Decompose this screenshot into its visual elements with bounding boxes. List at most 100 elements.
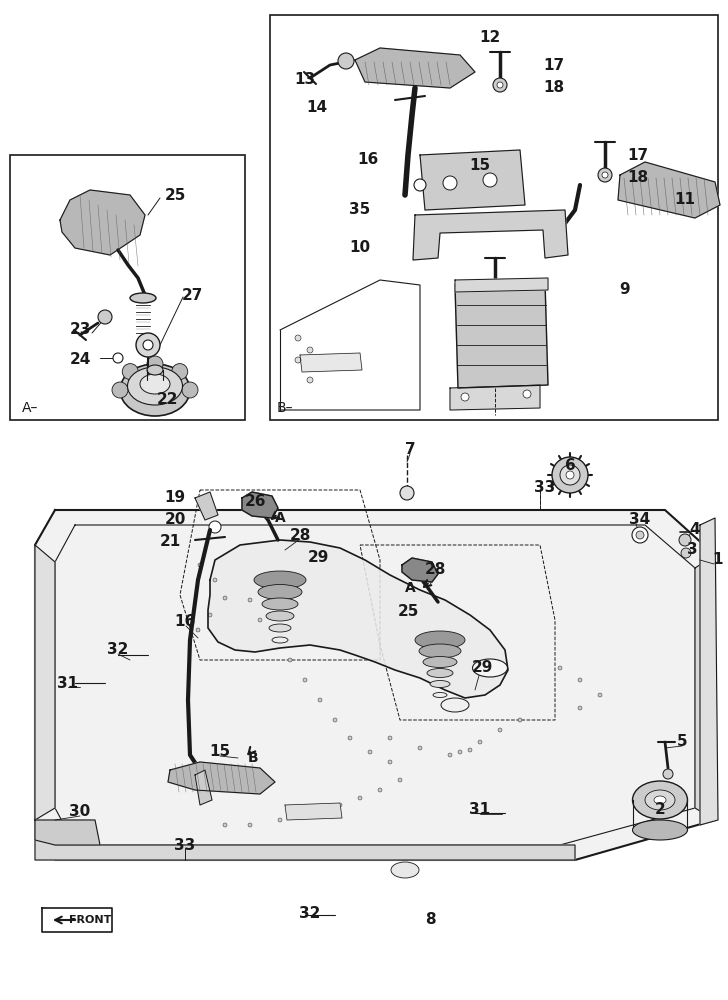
Circle shape [478,740,482,744]
Ellipse shape [441,698,469,712]
Circle shape [308,810,312,814]
Text: 31: 31 [58,676,79,690]
Polygon shape [355,48,475,88]
Ellipse shape [430,680,450,688]
Circle shape [523,390,531,398]
Text: 20: 20 [165,512,186,528]
Text: 24: 24 [69,353,91,367]
Circle shape [338,803,342,807]
Text: A: A [405,581,416,595]
Text: 6: 6 [565,458,575,473]
Circle shape [258,618,262,622]
Circle shape [493,78,507,92]
Polygon shape [300,353,362,372]
Text: 11: 11 [675,192,695,208]
Text: 27: 27 [181,288,202,302]
Text: 23: 23 [69,322,91,338]
Text: 28: 28 [424,562,446,578]
Circle shape [333,718,337,722]
Circle shape [388,760,392,764]
Ellipse shape [423,656,457,668]
Polygon shape [700,518,718,825]
Ellipse shape [472,659,507,677]
Text: 21: 21 [159,534,181,550]
Circle shape [295,357,301,363]
Circle shape [223,596,227,600]
Polygon shape [208,540,508,698]
Text: 15: 15 [210,744,231,760]
Circle shape [209,521,221,533]
Circle shape [552,457,588,493]
Circle shape [378,788,382,792]
Circle shape [578,678,582,682]
Ellipse shape [258,584,302,599]
Circle shape [288,658,292,662]
Ellipse shape [427,668,453,678]
Circle shape [636,531,644,539]
Circle shape [307,377,313,383]
Circle shape [598,693,602,697]
Text: 33: 33 [175,838,196,852]
Circle shape [307,347,313,353]
Text: 29: 29 [307,550,328,566]
Polygon shape [285,803,342,820]
Text: 18: 18 [543,81,564,96]
Text: A–: A– [22,401,38,415]
Text: B–: B– [277,401,293,415]
Circle shape [518,718,522,722]
Text: 5: 5 [677,734,687,750]
Polygon shape [168,762,275,794]
Circle shape [578,706,582,710]
Circle shape [143,340,153,350]
Polygon shape [695,555,715,820]
Text: 8: 8 [424,912,435,928]
Circle shape [147,356,163,372]
Circle shape [223,823,227,827]
Polygon shape [195,770,212,805]
Polygon shape [455,282,548,388]
Circle shape [398,778,402,782]
Text: 3: 3 [687,542,697,558]
Text: 19: 19 [165,490,186,506]
Circle shape [679,534,691,546]
Polygon shape [455,278,548,292]
Text: 10: 10 [349,240,371,255]
Circle shape [113,353,123,363]
Circle shape [498,728,502,732]
Ellipse shape [654,796,666,804]
Circle shape [196,628,200,632]
Ellipse shape [147,365,163,375]
Text: 35: 35 [349,202,371,218]
Circle shape [136,333,160,357]
Text: 31: 31 [470,802,491,818]
Circle shape [566,471,574,479]
Circle shape [112,382,128,398]
Text: B: B [248,751,258,765]
Text: 26: 26 [245,494,266,510]
Polygon shape [402,558,438,582]
Polygon shape [242,492,278,518]
Text: 32: 32 [299,906,321,920]
Circle shape [598,168,612,182]
Text: 4: 4 [689,522,700,538]
Circle shape [248,598,252,602]
Circle shape [388,736,392,740]
Bar [270,15,718,420]
Text: 30: 30 [69,804,90,820]
Polygon shape [35,820,100,845]
Circle shape [348,736,352,740]
Polygon shape [413,210,568,260]
Text: 13: 13 [294,73,315,88]
Polygon shape [450,385,540,410]
Polygon shape [195,492,218,520]
Circle shape [602,172,608,178]
Circle shape [122,364,138,380]
Circle shape [182,382,198,398]
Circle shape [560,465,580,485]
Ellipse shape [419,644,461,658]
Ellipse shape [415,631,465,649]
Polygon shape [60,190,145,255]
Circle shape [98,310,112,324]
Text: 32: 32 [107,643,129,658]
Ellipse shape [262,598,298,610]
